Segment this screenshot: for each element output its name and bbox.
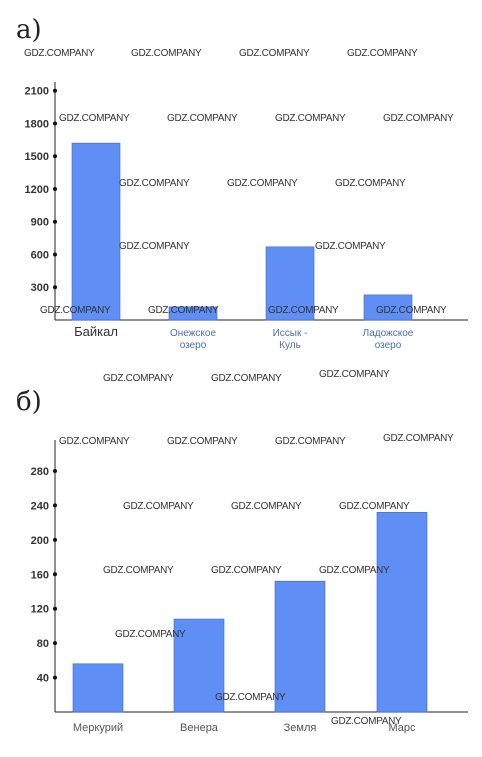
chart-b-tick-label: 160 xyxy=(31,569,49,581)
watermark: GDZ.COMPANY xyxy=(319,565,390,576)
watermark: GDZ.COMPANY xyxy=(376,305,447,316)
watermark: GDZ.COMPANY xyxy=(319,369,390,380)
chart-b-tick-label: 40 xyxy=(37,673,49,685)
chart-a-category-label: Ладожское xyxy=(363,328,414,339)
chart-a-category-label: Онежское xyxy=(170,328,216,339)
watermark: GDZ.COMPANY xyxy=(335,178,406,189)
chart-b-category-label: Венера xyxy=(180,722,219,734)
chart-a-bar xyxy=(168,306,218,321)
chart-a-tick-label: 1500 xyxy=(25,151,49,163)
panel-b-label: б) xyxy=(16,387,42,417)
watermark: GDZ.COMPANY xyxy=(103,373,174,384)
watermark: GDZ.COMPANY xyxy=(24,48,95,59)
chart-a-tick-dot xyxy=(53,121,57,126)
watermark: GDZ.COMPANY xyxy=(347,48,418,59)
watermark: GDZ.COMPANY xyxy=(211,565,282,576)
chart-b-tick-label: 240 xyxy=(31,500,49,512)
chart-b-bar xyxy=(173,618,225,713)
chart-a-tick-dot xyxy=(53,186,57,191)
chart-a-tick-label: 900 xyxy=(31,217,49,229)
watermark: GDZ.COMPANY xyxy=(231,501,302,512)
chart-b-tick-label: 200 xyxy=(31,535,49,547)
chart-b-category-label: Меркурий xyxy=(73,722,123,734)
watermark: GDZ.COMPANY xyxy=(339,501,410,512)
chart-a-tick-label: 2100 xyxy=(25,86,49,98)
watermark: GDZ.COMPANY xyxy=(40,305,111,316)
chart-a-bar xyxy=(265,246,315,321)
chart-a-category-label: Байкал xyxy=(74,324,118,339)
watermark: GDZ.COMPANY xyxy=(115,629,186,640)
watermark: GDZ.COMPANY xyxy=(167,436,238,447)
chart-a-tick-dot xyxy=(53,252,57,257)
watermark: GDZ.COMPANY xyxy=(123,501,194,512)
chart-b-category-label: Земля xyxy=(284,722,317,734)
chart-b-tick-dot xyxy=(53,503,57,508)
chart-b-tick-label: 120 xyxy=(31,604,49,616)
watermark: GDZ.COMPANY xyxy=(103,565,174,576)
chart-b-tick-dot xyxy=(53,468,57,473)
chart-a-tick-dot xyxy=(53,219,57,224)
chart-b-tick-dot xyxy=(53,641,57,646)
watermark: GDZ.COMPANY xyxy=(227,178,298,189)
chart-a-tick-dot xyxy=(53,88,57,93)
watermark: GDZ.COMPANY xyxy=(331,716,402,727)
watermark: GDZ.COMPANY xyxy=(119,178,190,189)
chart-b-bar xyxy=(274,580,326,713)
chart-b-category-label: Марс xyxy=(388,722,416,734)
watermark: GDZ.COMPANY xyxy=(148,305,219,316)
watermark: GDZ.COMPANY xyxy=(315,241,386,252)
chart-a-tick-label: 1800 xyxy=(25,118,49,130)
watermark: GDZ.COMPANY xyxy=(383,113,454,124)
chart-b-tick-label: 80 xyxy=(37,638,49,650)
chart-a-tick-dot xyxy=(53,285,57,290)
chart-a-tick-dot xyxy=(53,154,57,159)
watermark-layer: GDZ.COMPANY GDZ.COMPANY GDZ.COMPANY GDZ.COM… xyxy=(24,48,454,727)
watermark: GDZ.COMPANY xyxy=(383,433,454,444)
watermark: GDZ.COMPANY xyxy=(275,113,346,124)
chart-a-tick-label: 1200 xyxy=(25,184,49,196)
watermark: GDZ.COMPANY xyxy=(119,241,190,252)
chart-a-category-label: Иссык - xyxy=(273,328,308,339)
chart-a-category-label: озеро xyxy=(375,340,402,351)
chart-b: 40 80 120 160 200 240 280 Меркурий Венера Земля Ма… xyxy=(31,440,468,734)
chart-b-tick-dot xyxy=(53,675,57,680)
watermark: GDZ.COMPANY xyxy=(59,113,130,124)
chart-b-tick-dot xyxy=(53,537,57,542)
chart-a-category-label: озеро xyxy=(180,340,207,351)
chart-b-tick-dot xyxy=(53,572,57,577)
chart-a-tick-label: 300 xyxy=(31,282,49,294)
watermark: GDZ.COMPANY xyxy=(211,373,282,384)
chart-a-category-label: Куль xyxy=(279,340,301,351)
chart-a-bar xyxy=(363,294,413,321)
watermark: GDZ.COMPANY xyxy=(167,113,238,124)
watermark: GDZ.COMPANY xyxy=(131,48,202,59)
watermark: GDZ.COMPANY xyxy=(275,436,346,447)
chart-b-tick-dot xyxy=(53,606,57,611)
chart-b-bar xyxy=(376,512,428,713)
watermark: GDZ.COMPANY xyxy=(59,436,130,447)
watermark: GDZ.COMPANY xyxy=(215,692,286,703)
chart-a-bar xyxy=(71,142,121,321)
watermark: GDZ.COMPANY xyxy=(268,305,339,316)
chart-b-bar xyxy=(72,663,124,713)
watermark: GDZ.COMPANY xyxy=(239,48,310,59)
chart-b-tick-label: 280 xyxy=(31,466,49,478)
chart-a-tick-label: 600 xyxy=(31,249,49,261)
panel-a-label: а) xyxy=(16,15,42,45)
